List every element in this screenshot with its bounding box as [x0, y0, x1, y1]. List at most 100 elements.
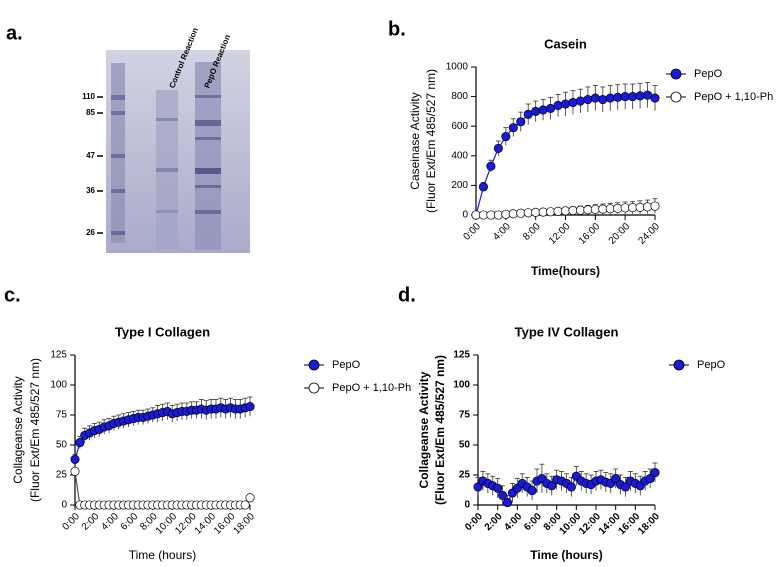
y-tick-label: 50: [56, 440, 68, 451]
legend-label: PepO + 1,10-Ph: [332, 382, 411, 394]
data-point: [538, 105, 548, 115]
data-point: [566, 482, 576, 492]
marker-label: 26: [86, 228, 95, 237]
y-tick-label: 0: [464, 500, 470, 511]
legend-marker: [670, 68, 682, 80]
marker-label: 110: [82, 92, 95, 101]
y-tick-label: 800: [451, 91, 468, 102]
y-axis-title: (Fluor Ext/Em 485/527 nm): [433, 355, 447, 505]
y-axis-title: (Fluor Ext/Em 485/527 nm): [424, 69, 438, 213]
data-point: [508, 209, 518, 219]
panel-label: d.: [398, 284, 416, 306]
data-point: [553, 100, 563, 111]
marker-label: 36: [86, 186, 95, 195]
data-point: [70, 466, 80, 476]
x-tick-label: 18:00: [636, 511, 662, 537]
data-point: [650, 201, 660, 211]
data-point: [240, 500, 250, 510]
data-point: [598, 95, 608, 105]
data-point: [613, 92, 623, 102]
panel-label: b.: [388, 18, 406, 40]
data-point: [245, 402, 255, 412]
data-point: [493, 483, 503, 493]
x-tick-label: 16:00: [212, 511, 238, 537]
data-point: [245, 493, 255, 503]
y-tick-label: 75: [56, 410, 68, 421]
chart-title: Type IV Collagen: [515, 324, 619, 339]
legend-label: PepO + 1,10-Ph: [694, 91, 773, 103]
y-tick-label: 75: [459, 410, 471, 421]
y-axis-title: (Fluor Ext/Em 485/527 nm): [28, 358, 42, 502]
y-tick-label: 125: [50, 350, 67, 361]
y-tick-label: 0: [61, 500, 67, 511]
data-point: [531, 106, 541, 116]
x-tick-label: 12:00: [547, 221, 573, 247]
data-point: [605, 93, 615, 103]
data-point: [560, 99, 571, 109]
y-tick-label: 0: [462, 210, 468, 221]
x-tick-label: 0:00: [461, 221, 483, 243]
y-axis-title: Collageanse Activity: [11, 376, 25, 483]
data-point: [75, 438, 85, 448]
data-point: [516, 117, 526, 127]
panel-label: c.: [4, 284, 21, 306]
marker-labels: 110 85 47 36 26: [82, 92, 103, 237]
x-axis-title: Time(hours): [531, 264, 600, 278]
x-tick-label: 2:00: [483, 511, 505, 533]
x-tick-label: 16:00: [577, 221, 603, 247]
series-line: [74, 471, 251, 506]
x-axis-title: Time (hours): [530, 548, 602, 562]
data-point: [590, 93, 600, 103]
data-point: [70, 454, 80, 464]
y-tick-label: 400: [451, 150, 468, 161]
x-tick-label: 4:00: [99, 511, 121, 533]
x-tick-label: 6:00: [522, 511, 544, 533]
data-point: [493, 210, 503, 220]
x-tick-label: 0:00: [60, 511, 82, 533]
y-axis-title: Collageanse Activity: [417, 371, 431, 488]
legend-label: PepO: [332, 359, 361, 371]
legend-marker: [673, 359, 685, 371]
x-tick-label: 2:00: [80, 511, 102, 533]
y-tick-label: 100: [50, 380, 67, 391]
data-point: [473, 482, 483, 492]
data-point: [493, 143, 503, 153]
y-axis-title: Caseinase Activity: [408, 92, 422, 189]
legend-marker: [670, 91, 682, 103]
data-point: [498, 490, 508, 500]
data-point: [645, 474, 655, 484]
chart-title: Casein: [544, 36, 587, 51]
gel-panel: a. Control Reaction PepO Reaction 110854…: [6, 22, 250, 253]
x-tick-label: 20:00: [607, 221, 633, 247]
data-point: [611, 474, 621, 484]
data-point: [650, 93, 660, 103]
data-point: [650, 468, 660, 478]
data-point: [635, 91, 645, 101]
data-point: [642, 202, 653, 212]
data-point: [502, 498, 513, 508]
legend-label: PepO: [694, 68, 723, 80]
data-point: [486, 161, 496, 171]
gel-bands: [111, 62, 221, 250]
data-point: [568, 97, 578, 108]
x-tick-label: 4:00: [502, 511, 524, 533]
data-point: [628, 92, 638, 102]
x-tick-label: 4:00: [491, 221, 513, 243]
data-point: [583, 95, 593, 105]
data-point: [547, 481, 557, 491]
panel-label: a.: [6, 22, 23, 44]
chart: c. Type I Collagen Collageanse Activity (Fl…: [4, 284, 411, 562]
x-tick-label: 12:00: [173, 511, 199, 537]
chart-title: Type I Collagen: [115, 324, 210, 339]
data-point: [478, 182, 489, 192]
y-tick-label: 50: [459, 440, 471, 451]
x-axis-title: Time (hours): [129, 548, 197, 562]
y-tick-label: 125: [453, 350, 470, 361]
data-point: [501, 132, 511, 142]
data-point: [508, 123, 518, 133]
x-tick-label: 0:00: [463, 511, 485, 533]
x-tick-label: 8:00: [521, 221, 543, 243]
y-tick-label: 25: [56, 470, 68, 481]
y-tick-label: 200: [451, 180, 468, 191]
